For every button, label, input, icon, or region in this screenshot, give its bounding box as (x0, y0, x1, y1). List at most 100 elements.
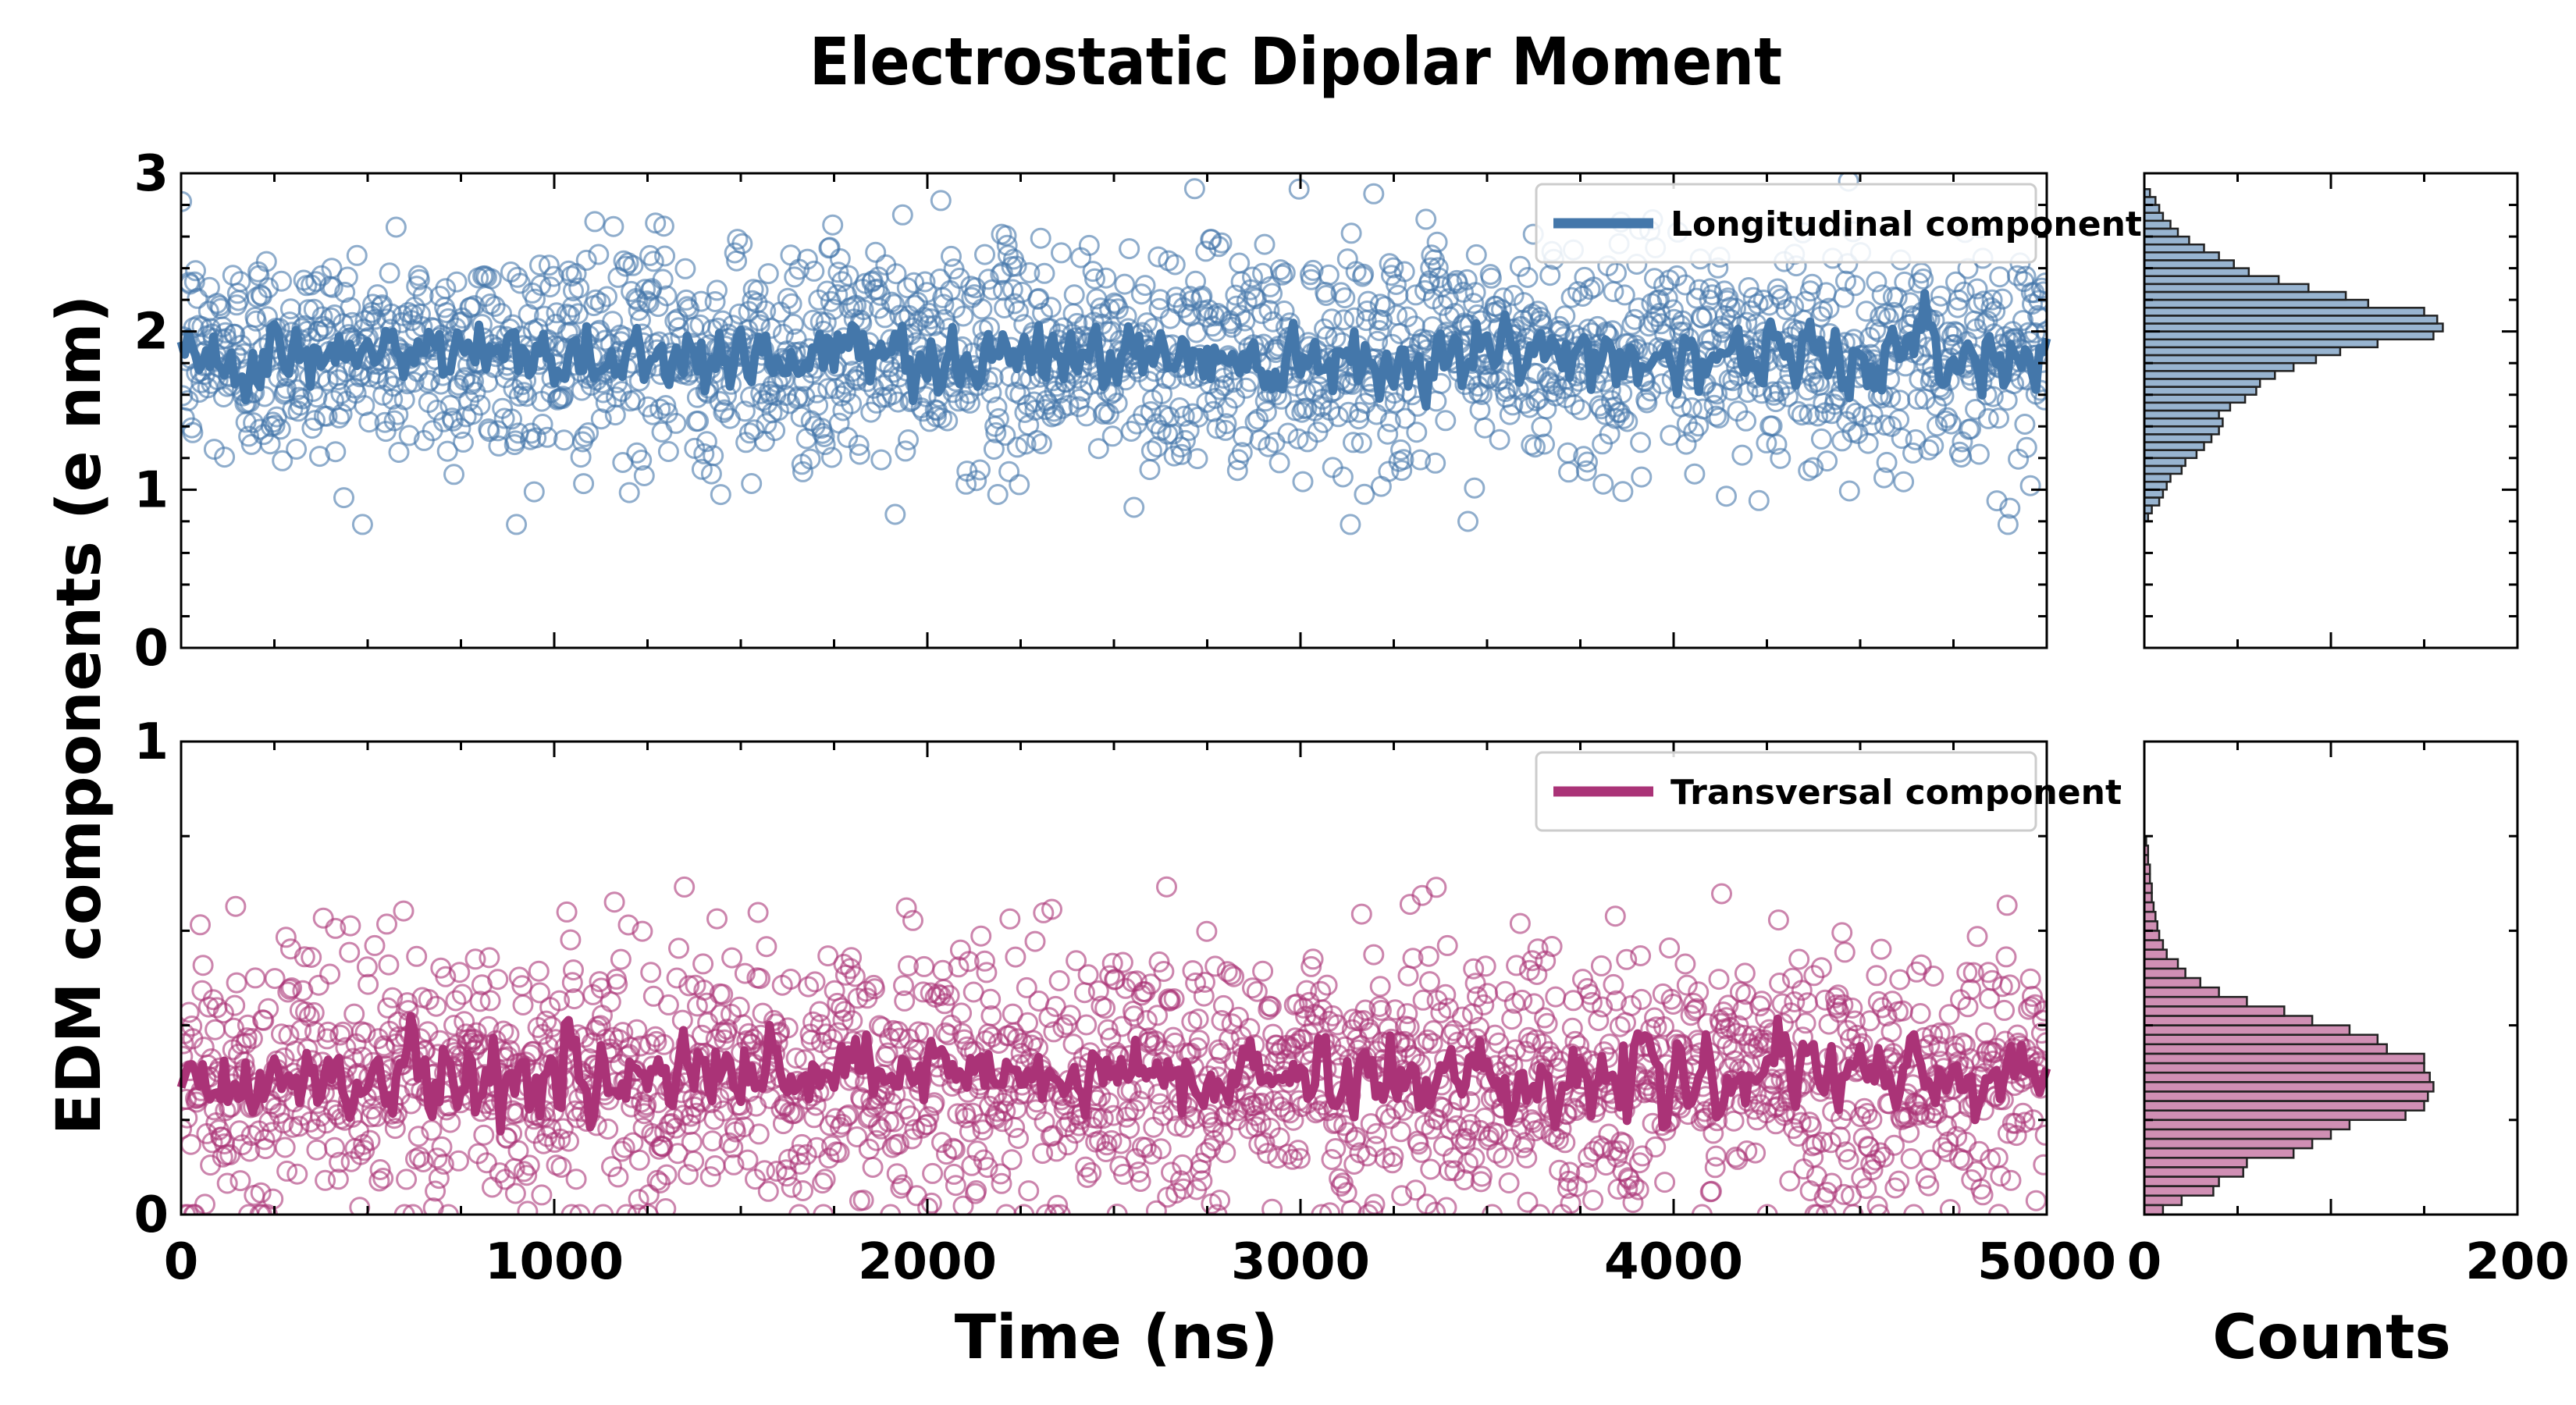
top-point (1968, 443, 1990, 465)
hist-top-bar (2143, 425, 2220, 436)
bottom-point (1038, 1007, 1060, 1029)
hist-top-bar (2143, 370, 2276, 380)
bottom-point (426, 1147, 448, 1169)
hist-top-bar (2143, 338, 2379, 349)
bottom-point (279, 978, 301, 1000)
top-point (2012, 310, 2033, 332)
bottom-point (610, 948, 632, 970)
bottom-point (1623, 1175, 1645, 1197)
top-point (849, 443, 870, 465)
top-point (1833, 286, 1855, 308)
bottom-point (1869, 1204, 1890, 1215)
top-point (1984, 301, 2006, 322)
bottom-point (1457, 1152, 1478, 1174)
bottom-point (717, 1019, 738, 1040)
top-point (1211, 232, 1233, 254)
bottom-point (804, 971, 826, 993)
bottom-point (1268, 1127, 1290, 1149)
bottom-point (1880, 1021, 1902, 1043)
bottom-point (1557, 1177, 1578, 1199)
bottom-point (1062, 1033, 1084, 1055)
top-point (1464, 282, 1486, 304)
hist-bottom-bar (2143, 1204, 2165, 1216)
top-point (1560, 286, 1582, 308)
bottom-point (1498, 1172, 1520, 1193)
top-point (506, 514, 528, 535)
bottom-point (914, 1022, 936, 1044)
bottom-point (704, 1155, 726, 1176)
bottom-point (1330, 1176, 1352, 1197)
top-point (1554, 305, 1576, 327)
top-point (1684, 463, 1706, 485)
bottom-point (2020, 996, 2042, 1018)
bottom-point (626, 1019, 648, 1040)
bottom-point (1305, 1102, 1327, 1124)
bottom-point (916, 1114, 938, 1136)
figure-title: Electrostatic Dipolar Moment (809, 23, 1782, 100)
top-point (1119, 238, 1140, 260)
top-point (351, 514, 373, 535)
top-point (249, 418, 271, 440)
top-point (536, 426, 558, 448)
top-point (1997, 514, 2019, 535)
bottom-point (1407, 1133, 1429, 1155)
top-point (841, 393, 863, 414)
bottom-legend-label: Transversal component (1670, 773, 2122, 813)
top-point (1406, 422, 1428, 443)
bottom-point (831, 997, 852, 1019)
top-point (783, 313, 804, 335)
hist-bottom-bar (2143, 995, 2248, 1008)
top-point (450, 418, 471, 439)
top-point (1567, 281, 1589, 303)
bottom-point (1779, 1170, 1801, 1192)
bottom-point (1102, 1104, 1124, 1126)
top-point (959, 392, 980, 414)
top-point (996, 234, 1018, 256)
top-point (1273, 301, 1295, 322)
top-point (1174, 429, 1196, 451)
bottom-point (475, 1152, 497, 1174)
hist-top-bar (2143, 290, 2347, 301)
top-point (1564, 394, 1585, 416)
bottom-point (1441, 1101, 1463, 1123)
top-point (1302, 259, 1324, 281)
bottom-point (528, 960, 550, 982)
top-point (1575, 460, 1597, 482)
top-point (1716, 486, 1737, 507)
hist-top-bar (2143, 259, 2235, 269)
bottom-point (364, 934, 386, 956)
top-point (813, 426, 835, 447)
bottom-point (324, 1136, 346, 1158)
top-point (1702, 284, 1724, 306)
bottom-point (1803, 965, 1825, 987)
bottom-point (1188, 1030, 1210, 1051)
hist-top-bar (2143, 449, 2198, 460)
top-point (1783, 296, 1805, 318)
longitudinal-histogram (2143, 172, 2519, 649)
top-point (998, 461, 1020, 482)
top-point (821, 446, 842, 468)
bottom-point (1128, 1161, 1150, 1183)
top-point (1550, 320, 1571, 342)
bottom-point (1130, 1171, 1151, 1192)
bottom-point (1148, 951, 1170, 973)
top-point (657, 441, 679, 462)
top-point (987, 484, 1009, 505)
top-point (479, 421, 500, 443)
top-point (747, 279, 769, 301)
bottom-point (402, 1204, 424, 1215)
top-point (1703, 394, 1725, 416)
bottom-point (628, 1149, 650, 1171)
bottom-point (1966, 926, 1988, 948)
top-point (1415, 208, 1437, 230)
top-point (538, 254, 560, 276)
bottom-point (1260, 996, 1282, 1018)
bottom-point (300, 1111, 321, 1133)
bottom-point (809, 1001, 831, 1023)
top-point (2029, 307, 2047, 329)
top-point (516, 386, 538, 407)
bottom-point (1100, 1027, 1122, 1049)
top-point (1907, 388, 1928, 410)
bottom-point (1509, 912, 1531, 934)
top-point (2014, 414, 2036, 435)
